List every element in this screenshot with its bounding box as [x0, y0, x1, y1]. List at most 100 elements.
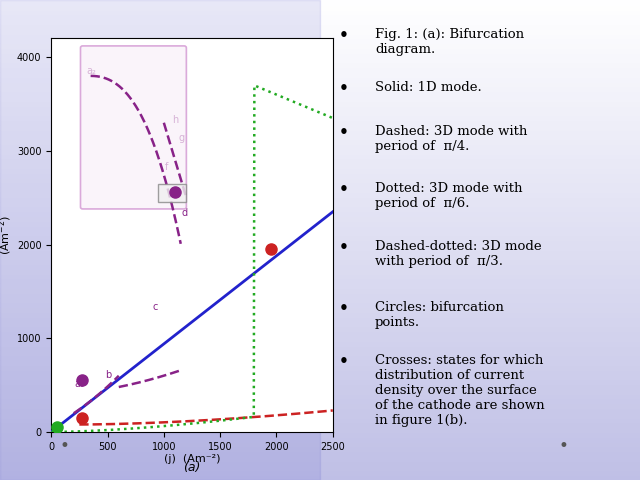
Bar	[0, 134, 640, 139]
Bar	[0, 293, 640, 298]
Bar	[0, 432, 640, 437]
Text: •: •	[339, 28, 349, 43]
Bar	[0, 442, 640, 446]
Bar	[0, 250, 640, 254]
Bar	[0, 374, 640, 379]
Bar	[0, 125, 640, 130]
Bar	[0, 346, 640, 350]
Bar	[0, 10, 640, 14]
Bar	[0, 355, 640, 360]
Bar	[0, 384, 640, 389]
Text: a₂: a₂	[86, 66, 96, 76]
Bar	[0, 96, 640, 101]
Bar	[0, 24, 640, 29]
Bar	[0, 67, 640, 72]
Text: •: •	[339, 354, 349, 370]
Text: f: f	[165, 162, 168, 172]
Bar	[0, 216, 640, 221]
Bar	[0, 341, 640, 346]
Bar	[0, 168, 640, 173]
Bar	[0, 302, 640, 307]
Text: •: •	[339, 182, 349, 197]
Bar	[0, 158, 640, 163]
Bar	[0, 394, 640, 398]
Text: •: •	[339, 125, 349, 140]
Bar	[0, 456, 640, 461]
Bar	[0, 19, 640, 24]
Bar	[0, 365, 640, 370]
Bar	[0, 48, 640, 53]
Bar	[0, 62, 640, 67]
Bar	[0, 475, 640, 480]
Text: Fig. 1: (a): Bifurcation
diagram.: Fig. 1: (a): Bifurcation diagram.	[375, 28, 524, 56]
Text: •: •	[339, 301, 349, 316]
Bar	[0, 115, 640, 120]
Bar	[0, 278, 640, 283]
Bar	[0, 182, 640, 187]
Bar	[0, 110, 640, 115]
Bar	[0, 326, 640, 331]
Text: Dashed-dotted: 3D mode
with period of  π/3.: Dashed-dotted: 3D mode with period of π/…	[375, 240, 541, 268]
Bar	[0, 101, 640, 106]
Bar	[0, 408, 640, 413]
Bar	[0, 192, 640, 197]
Bar	[0, 470, 640, 475]
Bar	[0, 466, 640, 470]
Bar	[0, 38, 640, 43]
Bar	[0, 427, 640, 432]
Bar	[0, 206, 640, 211]
Bar	[0, 154, 640, 158]
Bar	[0, 34, 640, 38]
Bar	[0, 77, 640, 82]
Bar	[0, 163, 640, 168]
Bar	[0, 317, 640, 322]
Bar	[0, 82, 640, 86]
Bar	[0, 418, 640, 422]
Text: •: •	[339, 81, 349, 96]
Bar	[0, 322, 640, 326]
Bar	[158, 184, 186, 203]
Bar	[0, 422, 640, 427]
Bar	[0, 350, 640, 355]
Bar	[0, 307, 640, 312]
Bar	[0, 283, 640, 288]
Bar	[0, 269, 640, 274]
Bar	[0, 403, 640, 408]
Text: g: g	[179, 133, 184, 144]
Text: d: d	[182, 208, 188, 218]
Bar	[0, 288, 640, 293]
Bar	[0, 360, 640, 365]
Bar	[0, 14, 640, 19]
Bar	[0, 398, 640, 403]
X-axis label: (j)  (Am⁻²): (j) (Am⁻²)	[164, 455, 220, 465]
Bar	[0, 235, 640, 240]
Bar	[0, 461, 640, 466]
Bar	[0, 254, 640, 259]
Bar	[0, 389, 640, 394]
Bar	[0, 173, 640, 178]
Text: Dashed: 3D mode with
period of  π/4.: Dashed: 3D mode with period of π/4.	[375, 125, 527, 153]
Bar	[0, 72, 640, 77]
Bar	[0, 5, 640, 10]
Bar	[0, 240, 640, 245]
Text: e: e	[174, 185, 180, 195]
Bar	[0, 264, 640, 269]
Bar	[0, 298, 640, 302]
Bar	[0, 259, 640, 264]
Bar	[0, 91, 640, 96]
Bar	[0, 446, 640, 451]
Y-axis label: j$_{edge}$
(Am$^{-2}$): j$_{edge}$ (Am$^{-2}$)	[0, 215, 14, 255]
Bar	[0, 58, 640, 62]
Bar	[0, 197, 640, 202]
Bar	[0, 274, 640, 278]
Bar	[0, 379, 640, 384]
Bar	[0, 312, 640, 317]
Bar	[0, 29, 640, 34]
Bar	[0, 53, 640, 58]
Bar	[0, 130, 640, 134]
Bar	[0, 86, 640, 91]
Bar	[0, 230, 640, 235]
Text: (a): (a)	[183, 461, 201, 474]
Text: Dotted: 3D mode with
period of  π/6.: Dotted: 3D mode with period of π/6.	[375, 182, 522, 210]
Bar	[0, 149, 640, 154]
